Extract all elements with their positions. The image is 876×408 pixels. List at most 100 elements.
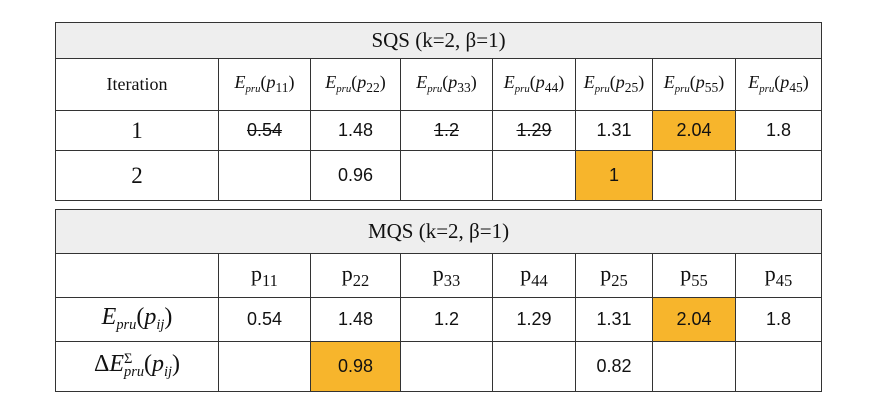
math-token: 11 [275,80,289,96]
row-label: 2 [55,150,219,201]
math-token: ) [470,72,477,93]
empty-cell [652,150,736,201]
math-token: pru [427,83,443,96]
empty-cell [492,150,576,201]
math-token: ij [156,317,165,334]
math-token: E [748,72,760,93]
math-token: ( [351,72,358,93]
math-token: p [357,72,367,93]
empty-cell [400,341,493,392]
empty-cell [218,341,311,392]
empty-cell [652,341,736,392]
math-token: ) [379,72,386,93]
math-token: 44 [531,270,548,290]
math-token: ( [260,72,267,93]
math-token: p [144,304,157,331]
value-cell: 1.8 [734,110,823,151]
math-token: p [266,72,276,93]
row-label: Epru(pij) [55,297,219,342]
math-token: ) [718,72,725,93]
value-cell: 0.82 [575,341,653,392]
math-token: p [448,72,458,93]
column-header: Epru(p33) [400,58,493,111]
math-token: ij [164,364,173,381]
math-token: E [109,351,125,378]
math-token: p [780,72,790,93]
math-token: ) [638,72,645,93]
column-header: p44 [492,253,576,298]
value-cell: 2.04 [652,110,736,151]
math-token: pru [674,83,690,96]
math-token: p [615,72,625,93]
math-token: ( [689,72,696,93]
math-token: p [600,260,612,286]
math-token: 25 [611,270,628,290]
value-cell: 0.54 [218,297,311,342]
value-cell: 1.48 [310,110,401,151]
math-token: p [152,351,165,378]
column-header: Epru(p22) [310,58,401,111]
math-token: E [234,72,246,93]
math-token: pru [116,317,137,334]
math-token: ) [172,351,181,378]
math-token: p [432,260,444,286]
math-token: 45 [775,270,793,290]
column-header: p33 [400,253,493,298]
math-token: 22 [352,270,370,290]
title-row: MQS (k=2, β=1) [55,209,822,254]
math-token: p [520,260,532,286]
math-token: E [583,72,595,93]
math-token: p [535,72,545,93]
value-cell: 2.04 [652,297,736,342]
math-token: 44 [544,80,559,96]
data-row: 1 0.54 1.48 1.2 1.29 1.31 2.04 1.8 [55,110,823,151]
math-token: 22 [366,80,380,96]
math-token: ( [529,72,536,93]
column-header: Epru(p45) [734,58,823,111]
value-cell: 1.29 [492,297,576,342]
math-token: ( [774,72,781,93]
column-header: Epru(p11) [218,58,311,111]
math-token: ) [802,72,809,93]
math-token: 45 [789,80,803,96]
empty-cell [218,150,311,201]
value-cell: 1.2 [400,297,493,342]
empty-cell [735,341,822,392]
value-cell: 1 [575,150,653,201]
superscript: Σ [124,351,133,368]
data-table: MQS (k=2, β=1) p11 p22 p33 p44 p25 p55 p45 Epru(… [55,209,822,392]
math-token: E [101,304,117,331]
tables: SQS (k=2, β=1) Iteration Epru(p11) Epru(p22… [54,22,823,400]
value-cell: 1.48 [310,297,401,342]
empty-cell [734,150,823,201]
math-token: E [663,72,675,93]
math-token: ) [558,72,565,93]
math-token: Δ [93,351,110,378]
column-header: p11 [218,253,311,298]
title-row: SQS (k=2, β=1) [54,22,823,59]
column-header: p45 [735,253,822,298]
math-token: ) [288,72,295,93]
math-token: pru [594,83,610,96]
table-title: MQS (k=2, β=1) [55,209,822,254]
table-title: SQS (k=2, β=1) [54,22,823,59]
value-cell: 0.96 [310,150,401,201]
corner-header [55,253,219,298]
math-token: 55 [704,80,719,96]
column-header: p55 [652,253,736,298]
header-row: p11 p22 p33 p44 p25 p55 p45 [55,253,822,298]
math-token: p [680,260,692,286]
math-token: ( [442,72,449,93]
corner-header: Iteration [55,58,219,111]
header-row: Iteration Epru(p11) Epru(p22) Epru(p33) Epru… [55,58,823,111]
math-token: 33 [443,270,461,290]
math-token: pru [759,83,775,96]
math-token: p [695,72,705,93]
math-token: p [341,260,353,286]
value-cell: 0.98 [310,341,401,392]
value-cell: 1.31 [575,110,653,151]
